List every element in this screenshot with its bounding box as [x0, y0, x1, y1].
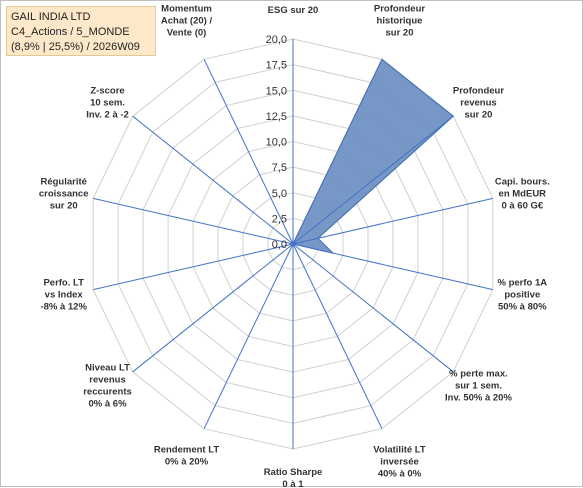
axis-label: Momentum Achat (20) / Vente (0): [161, 3, 213, 38]
axis-label-line: Régularité: [40, 176, 86, 187]
axis-spoke: [203, 59, 294, 245]
tick-label: 2,5: [272, 213, 287, 225]
axis-label-line: Ratio Sharpe: [264, 467, 323, 478]
axis-label-line: ESG sur 20: [268, 5, 319, 16]
axis-label-line: Profondeur: [374, 3, 425, 14]
axis-label-line: revenus: [460, 97, 496, 108]
axis-spoke: [93, 197, 294, 245]
axis-label-line: Momentum: [161, 3, 212, 14]
axis-label: Profondeur revenus sur 20: [453, 85, 504, 120]
axis-label-line: Profondeur: [453, 85, 504, 96]
axis-label-line: sur 20: [50, 200, 78, 211]
axis-label-line: 0% à 6%: [89, 399, 128, 410]
axis-label-line: Volatilité LT: [373, 445, 426, 456]
axis-label-line: vs Index: [45, 290, 84, 301]
tick-label: 0,0: [272, 239, 287, 251]
tick-label: 10,0: [266, 137, 287, 149]
axis-label-line: 10 sem.: [90, 97, 125, 108]
axis-label: NoteESG sur 20: [268, 1, 319, 16]
tick-label: 7,5: [272, 162, 287, 174]
tick-label: 20,0: [266, 34, 287, 46]
axis-label: Rendement LT 0% à 20%: [154, 445, 219, 468]
axis-spoke: [292, 59, 383, 245]
tick-label: 12,5: [266, 111, 287, 123]
axis-label: Régularité croissance sur 20: [39, 176, 89, 211]
data-polygon: [292, 58, 455, 255]
axis-label-line: 50% à 80%: [498, 302, 547, 313]
axis-label: % perte max. sur 1 sem. Inv. 50% à 20%: [445, 369, 512, 404]
chart-header: GAIL INDIA LTD C4_Actions / 5_MONDE (8,9…: [6, 6, 156, 56]
axis-label-line: Z-score: [90, 85, 124, 96]
axis-label: Z-score 10 sem. Inv. 2 à -2: [86, 85, 129, 120]
axis-spoke: [203, 243, 294, 429]
axis-label: Capi. bours. en MdEUR 0 à 60 G€: [495, 176, 550, 211]
axis-label: Profondeur historique sur 20: [374, 3, 425, 38]
axis-label-line: Inv. 2 à -2: [86, 109, 129, 120]
axis-label-line: Note: [282, 1, 303, 4]
axis-label-line: -8% à 12%: [40, 302, 87, 313]
axis-label-line: en MdEUR: [499, 188, 547, 199]
axis-label-line: 0% à 20%: [165, 457, 209, 468]
axis-label-line: sur 1 sem.: [455, 381, 502, 392]
axis-label-line: Achat (20) /: [161, 15, 213, 26]
axis-label-line: 40% à 0%: [378, 469, 422, 480]
header-period: (8,9% | 25,5%) / 2026W09: [11, 41, 140, 53]
axis-spoke: [292, 197, 493, 245]
axis-spoke: [132, 243, 294, 373]
axis-spoke: [292, 243, 454, 373]
axis-label-line: positive: [504, 290, 540, 301]
axis-label: Niveau LT revenus reccurents 0% à 6%: [83, 363, 132, 410]
axis-label-line: croissance: [39, 188, 89, 199]
axis-label-line: 0 à 1: [282, 479, 304, 488]
axis-label-line: Inv. 50% à 20%: [445, 393, 512, 404]
header-company: GAIL INDIA LTD: [11, 11, 91, 23]
axis-spoke: [292, 243, 383, 429]
axis-label-line: Perfo. LT: [43, 278, 84, 289]
axis-spoke: [292, 115, 454, 245]
tick-label: 15,0: [266, 85, 287, 97]
axis-label-line: % perte max.: [449, 369, 508, 380]
tick-label: 5,0: [272, 188, 287, 200]
axis-label-line: revenus: [89, 375, 125, 386]
axis-label-line: sur 20: [385, 27, 413, 38]
axis-label-line: Capi. bours.: [495, 176, 550, 187]
axis-label: % perfo 1A positive 50% à 80%: [497, 278, 547, 313]
header-universe: C4_Actions / 5_MONDE: [11, 26, 130, 38]
axis-label-line: historique: [377, 15, 423, 26]
axis-label-line: inversée: [380, 457, 419, 468]
axis-label-line: reccurents: [83, 387, 132, 398]
axis-label-line: 0 à 60 G€: [501, 200, 543, 211]
axis-label-line: Rendement LT: [154, 445, 219, 456]
axis-label-line: Niveau LT: [85, 363, 130, 374]
axis-spoke: [132, 115, 294, 245]
axis-label: Volatilité LT inversée 40% à 0%: [373, 445, 426, 480]
axis-label: Perfo. LT vs Index -8% à 12%: [40, 278, 87, 313]
axis-label-line: Vente (0): [167, 27, 207, 38]
axis-label-line: sur 20: [464, 109, 492, 120]
axis-spoke: [93, 243, 294, 291]
tick-label: 17,5: [266, 60, 287, 72]
axis-spoke: [292, 243, 493, 291]
axis-label-line: % perfo 1A: [497, 278, 547, 289]
axis-label: Ratio Sharpe 0 à 1: [264, 467, 323, 488]
